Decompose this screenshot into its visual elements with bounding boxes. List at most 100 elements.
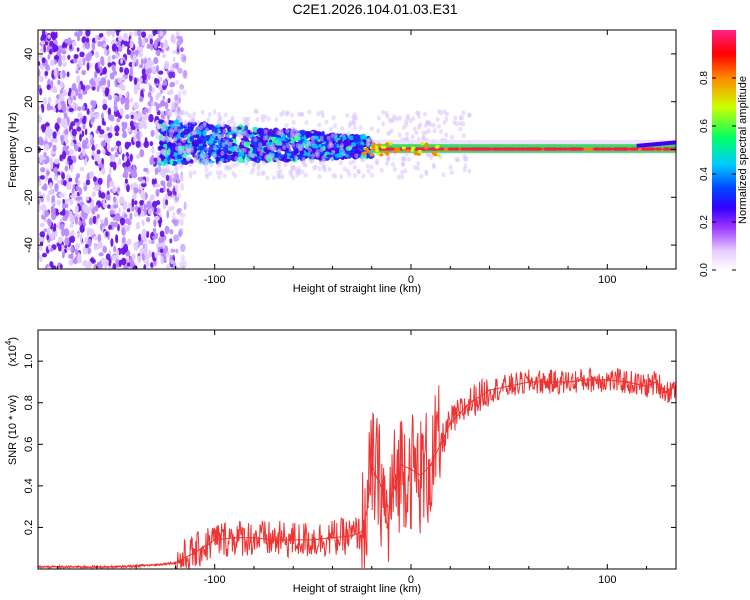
halo-blob (442, 109, 447, 115)
halo-blob (228, 141, 233, 147)
noise-blob (47, 54, 51, 60)
halo-blob (267, 144, 272, 150)
halo-blob (280, 174, 285, 180)
halo-blob (397, 132, 402, 138)
halo-blob (272, 146, 277, 152)
noise-blob (79, 51, 85, 58)
onset-blob (224, 153, 228, 160)
noise-blob (123, 166, 128, 172)
noise-blob (166, 264, 170, 269)
noise-blob (78, 187, 83, 196)
noise-blob (119, 66, 124, 73)
noise-blob (104, 88, 109, 97)
noise-blob (77, 106, 82, 111)
halo-blob (348, 144, 353, 150)
halo-blob (398, 115, 402, 121)
noise-blob (124, 178, 128, 184)
spectrogram-ylabel: Frequency (Hz) (7, 112, 19, 188)
noise-blob (72, 101, 76, 110)
snr-point (380, 484, 383, 488)
noise-blob (138, 64, 144, 69)
noise-blob (93, 113, 100, 119)
noise-blob (170, 248, 176, 253)
transition-blob (374, 146, 379, 150)
snr-point (419, 474, 422, 477)
noise-blob (133, 129, 138, 135)
noise-blob (47, 218, 51, 226)
halo-blob (303, 162, 308, 168)
halo-blob (352, 164, 357, 170)
halo-blob (454, 121, 459, 127)
noise-blob (38, 180, 42, 187)
noise-blob (64, 139, 69, 145)
noise-blob (164, 60, 170, 70)
halo-blob (414, 130, 419, 136)
noise-blob (95, 34, 98, 44)
noise-blob (115, 96, 121, 102)
noise-blob (84, 85, 90, 91)
noise-blob (180, 183, 185, 191)
noise-blob (165, 193, 168, 201)
noise-blob (155, 188, 160, 197)
noise-blob (150, 101, 156, 107)
noise-blob (109, 180, 115, 188)
noise-blob (40, 196, 44, 203)
noise-blob (38, 75, 44, 83)
halo-blob (230, 127, 235, 133)
noise-blob (163, 245, 169, 255)
noise-blob (106, 194, 111, 201)
onset-blob (317, 138, 321, 142)
halo-blob (307, 147, 312, 153)
halo-blob (186, 154, 190, 160)
onset-blob (360, 133, 367, 141)
halo-blob (204, 127, 209, 133)
noise-blob (70, 194, 76, 199)
noise-blob (141, 38, 146, 46)
noise-blob (120, 58, 123, 64)
noise-blob (38, 136, 44, 145)
carrier-peak (429, 147, 435, 151)
noise-blob (145, 112, 148, 121)
snr-point (76, 565, 79, 569)
noise-blob (53, 68, 58, 77)
halo-blob (347, 172, 352, 178)
halo-blob (307, 109, 312, 115)
noise-blob (82, 246, 88, 255)
noise-blob (179, 83, 184, 90)
noise-blob (38, 204, 42, 212)
onset-blob (222, 145, 229, 151)
noise-blob (50, 189, 54, 194)
noise-blob (84, 42, 89, 49)
halo-blob (164, 109, 169, 115)
noise-blob (136, 153, 141, 160)
noise-blob (154, 167, 159, 176)
noise-blob (66, 106, 70, 113)
noise-blob (66, 37, 72, 46)
colorbar-tick-label: 0.0 (699, 263, 710, 277)
halo-blob (291, 175, 296, 181)
noise-blob (150, 42, 154, 51)
noise-blob (38, 115, 43, 124)
halo-blob (304, 120, 309, 126)
noise-blob (107, 174, 111, 183)
halo-blob (284, 111, 289, 117)
noise-blob (124, 97, 130, 106)
noise-blob (56, 199, 61, 206)
carrier-peak (524, 147, 532, 151)
noise-blob (176, 40, 181, 49)
halo-blob (166, 150, 171, 156)
noise-blob (141, 182, 147, 188)
noise-blob (89, 201, 94, 209)
noise-blob (154, 178, 157, 185)
halo-blob (375, 160, 380, 166)
snr-point (625, 380, 629, 384)
noise-blob (175, 248, 179, 254)
noise-blob (90, 116, 95, 123)
halo-blob (208, 171, 213, 177)
carrier-peak (612, 147, 621, 151)
noise-blob (164, 225, 170, 235)
noise-blob (46, 170, 50, 176)
noise-blob (126, 262, 130, 267)
noise-blob (75, 65, 79, 71)
noise-blob (148, 249, 152, 258)
